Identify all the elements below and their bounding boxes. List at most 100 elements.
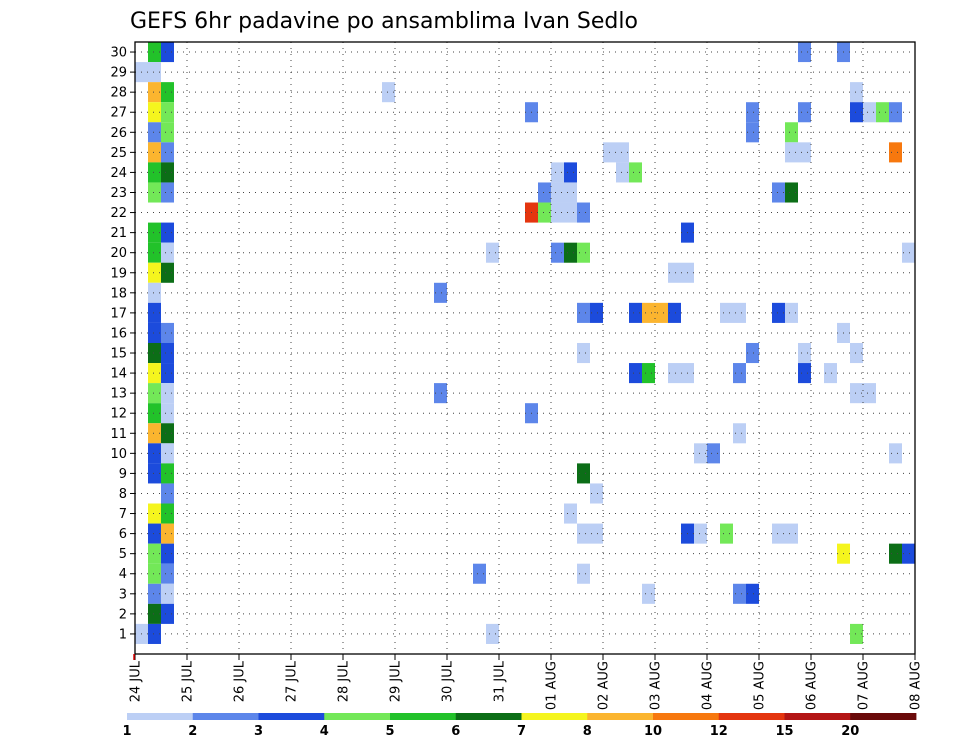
heatmap-cell [148,282,161,303]
x-axis: 24 JUL 25 JUL 26 JUL 27 JUL 28 JUL 29 JUL 30 J… [129,654,924,710]
heatmap-cell [434,282,447,303]
x-tick-label: 26 JUL [233,660,248,702]
heatmap-cell [161,122,174,143]
heatmap-cell [707,443,720,464]
heatmap-cell [850,102,863,123]
heatmap-cell [148,42,161,63]
y-tick-label: 22 [110,206,127,221]
heatmap-cell [889,142,902,163]
heatmap-cell [382,82,395,103]
heatmap-cell [577,242,590,263]
heatmap-cell [148,222,161,243]
colorbar-swatch [192,713,259,720]
y-tick-label: 2 [119,607,127,622]
y-tick-label: 27 [110,106,127,121]
heatmap-cell [798,102,811,123]
heatmap-cell [876,102,889,123]
heatmap-cell [148,603,161,624]
heatmap-cell [629,363,642,384]
heatmap-cell [733,302,746,323]
heatmap-cell [577,202,590,223]
y-tick-label: 4 [119,567,127,582]
y-tick-label: 19 [110,266,127,281]
heatmap-cell [798,142,811,163]
heatmap-cell [850,342,863,364]
heatmap-cell [148,262,161,283]
y-tick-label: 28 [110,86,127,101]
colorbar-label: 4 [320,724,329,739]
heatmap-cell [850,82,863,103]
colorbar-label: 20 [841,724,859,739]
heatmap-cell [161,342,174,364]
x-tick-label: 01 AUG [545,661,560,710]
colorbar-swatch [784,713,851,720]
heatmap-cell [889,443,902,464]
heatmap-cell [551,162,564,183]
colorbar-swatch [653,713,720,720]
heatmap-cell [434,383,447,404]
heatmap-cell [668,302,681,323]
heatmap-cell [798,363,811,384]
y-tick-label: 18 [110,286,127,301]
x-tick-label: 02 AUG [597,661,612,710]
heatmap-cell [616,142,629,163]
y-tick-label: 17 [110,306,127,321]
y-tick-label: 20 [110,246,127,261]
heatmap-cell [850,623,863,644]
heatmap-cell [824,363,837,384]
y-tick-label: 8 [119,487,127,502]
heatmap-cell [590,302,603,323]
heatmap-cell [148,423,161,444]
heatmap-cell [161,363,174,384]
heatmap-cell [590,523,603,544]
heatmap-cell [577,463,590,484]
heatmap-cell [564,162,577,183]
heatmap-cell [148,563,161,584]
heatmap-cell [746,122,759,143]
x-tick-label: 25 JUL [181,660,196,702]
y-tick-label: 13 [110,387,127,402]
colorbar-label: 5 [385,724,394,739]
heatmap-cell [161,423,174,444]
heatmap-cell [161,162,174,183]
colorbar-swatch [390,713,457,720]
heatmap-cell [148,242,161,263]
heatmap-cell [148,583,161,604]
heatmap-cell [720,523,733,544]
heatmap-cell [161,563,174,584]
heatmap-cell [148,543,161,564]
heatmap-cell [785,122,798,143]
heatmap-cell [161,583,174,604]
heatmap-cell [161,82,174,103]
heatmap-cell [161,42,174,63]
heatmap-cell [564,182,577,203]
heatmap-cell [629,302,642,323]
heatmap-cell [655,302,668,323]
colorbar-label: 12 [710,724,728,739]
colorbar-swatch [850,713,917,720]
heatmap-cell [746,102,759,123]
heatmap-cell [577,523,590,544]
heatmap-cell [161,182,174,203]
heatmap-cell [161,102,174,123]
heatmap-cell [772,523,785,544]
y-tick-label: 11 [110,427,127,442]
heatmap-cell [616,162,629,183]
heatmap-cell [161,403,174,424]
colorbar-label: 3 [254,724,263,739]
heatmap-cell [161,242,174,263]
x-tick-label: 31 JUL [493,660,508,702]
heatmap-cell [668,363,681,384]
heatmap-cell [642,363,655,384]
x-tick-label: 30 JUL [441,660,456,702]
y-tick-label: 26 [110,126,127,141]
heatmap-cell [148,403,161,424]
heatmap-cell [161,443,174,464]
heatmap-cell [863,383,876,404]
heatmap-cell [148,443,161,464]
colorbar-swatch [127,713,194,720]
heatmap-cell [642,302,655,323]
heatmap-cell [590,483,603,504]
heatmap-cell [850,383,863,404]
y-tick-label: 7 [119,507,127,522]
